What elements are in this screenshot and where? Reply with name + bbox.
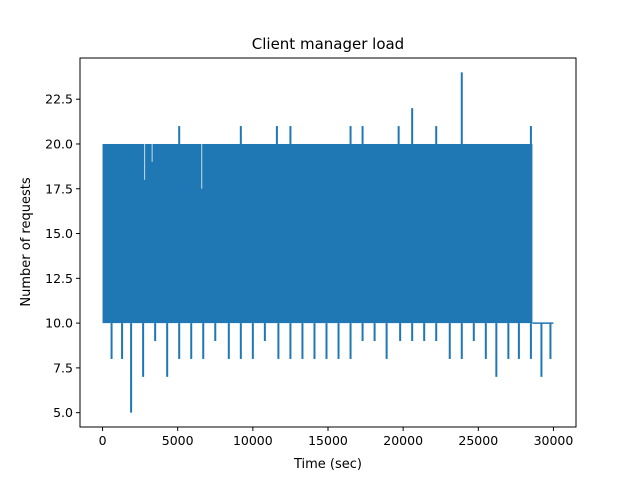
y-tick-label: 20.0 — [45, 136, 73, 151]
chart-title: Client manager load — [252, 35, 404, 53]
y-tick-label: 7.5 — [53, 360, 73, 375]
data-layer — [102, 72, 554, 413]
y-tick-label: 10.0 — [45, 316, 73, 331]
y-tick-label: 5.0 — [53, 405, 73, 420]
y-tick-label: 17.5 — [45, 181, 73, 196]
y-axis: 5.0 7.5 10.0 12.5 15.0 17.5 20.0 22.5 — [45, 92, 80, 420]
x-tick-label: 30000 — [534, 433, 574, 448]
y-axis-label: Number of requests — [19, 177, 34, 306]
x-axis-label: Time (sec) — [293, 457, 362, 472]
y-tick-label: 15.0 — [45, 226, 73, 241]
x-tick-label: 20000 — [383, 433, 423, 448]
y-tick-label: 22.5 — [45, 92, 73, 107]
x-tick-label: 10000 — [233, 433, 273, 448]
x-tick-label: 25000 — [458, 433, 498, 448]
y-tick-label: 12.5 — [45, 271, 73, 286]
x-axis: 0 5000 10000 15000 20000 25000 30000 — [99, 427, 574, 448]
x-tick-label: 15000 — [308, 433, 348, 448]
series-band — [102, 143, 533, 324]
x-tick-label: 5000 — [162, 433, 194, 448]
x-tick-label: 0 — [99, 433, 107, 448]
